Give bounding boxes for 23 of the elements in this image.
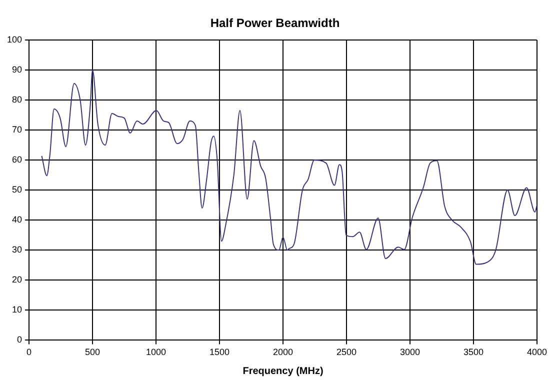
y-tick-label: 50 — [12, 184, 22, 195]
x-tick-label: 1000 — [146, 347, 166, 358]
x-tick-label: 500 — [84, 347, 100, 358]
x-tick-label: 1500 — [209, 347, 230, 358]
y-tick-label: 40 — [12, 214, 22, 225]
y-tick-label: 0 — [17, 334, 22, 345]
y-tick-label: 10 — [12, 304, 22, 315]
chart-title: Half Power Beamwidth — [209, 16, 341, 30]
y-tick-label: 90 — [12, 64, 22, 75]
x-tick-label: 2000 — [272, 347, 294, 358]
x-tick-label: 0 — [26, 347, 32, 358]
line-series — [41, 70, 537, 265]
y-tick-label: 60 — [12, 154, 22, 165]
y-tick-label: 20 — [12, 274, 22, 285]
x-tick-label: 4000 — [526, 347, 548, 358]
y-tick-label: 30 — [12, 244, 22, 255]
x-tick-label: 3500 — [463, 347, 484, 358]
y-tick-label: 100 — [6, 34, 22, 44]
x-tick-label: 3000 — [400, 347, 420, 358]
x-axis-title: Frequency (MHz) — [242, 366, 324, 377]
y-tick-label: 70 — [12, 124, 22, 135]
x-tick-label: 2500 — [336, 347, 357, 358]
y-tick-label: 80 — [12, 94, 22, 105]
